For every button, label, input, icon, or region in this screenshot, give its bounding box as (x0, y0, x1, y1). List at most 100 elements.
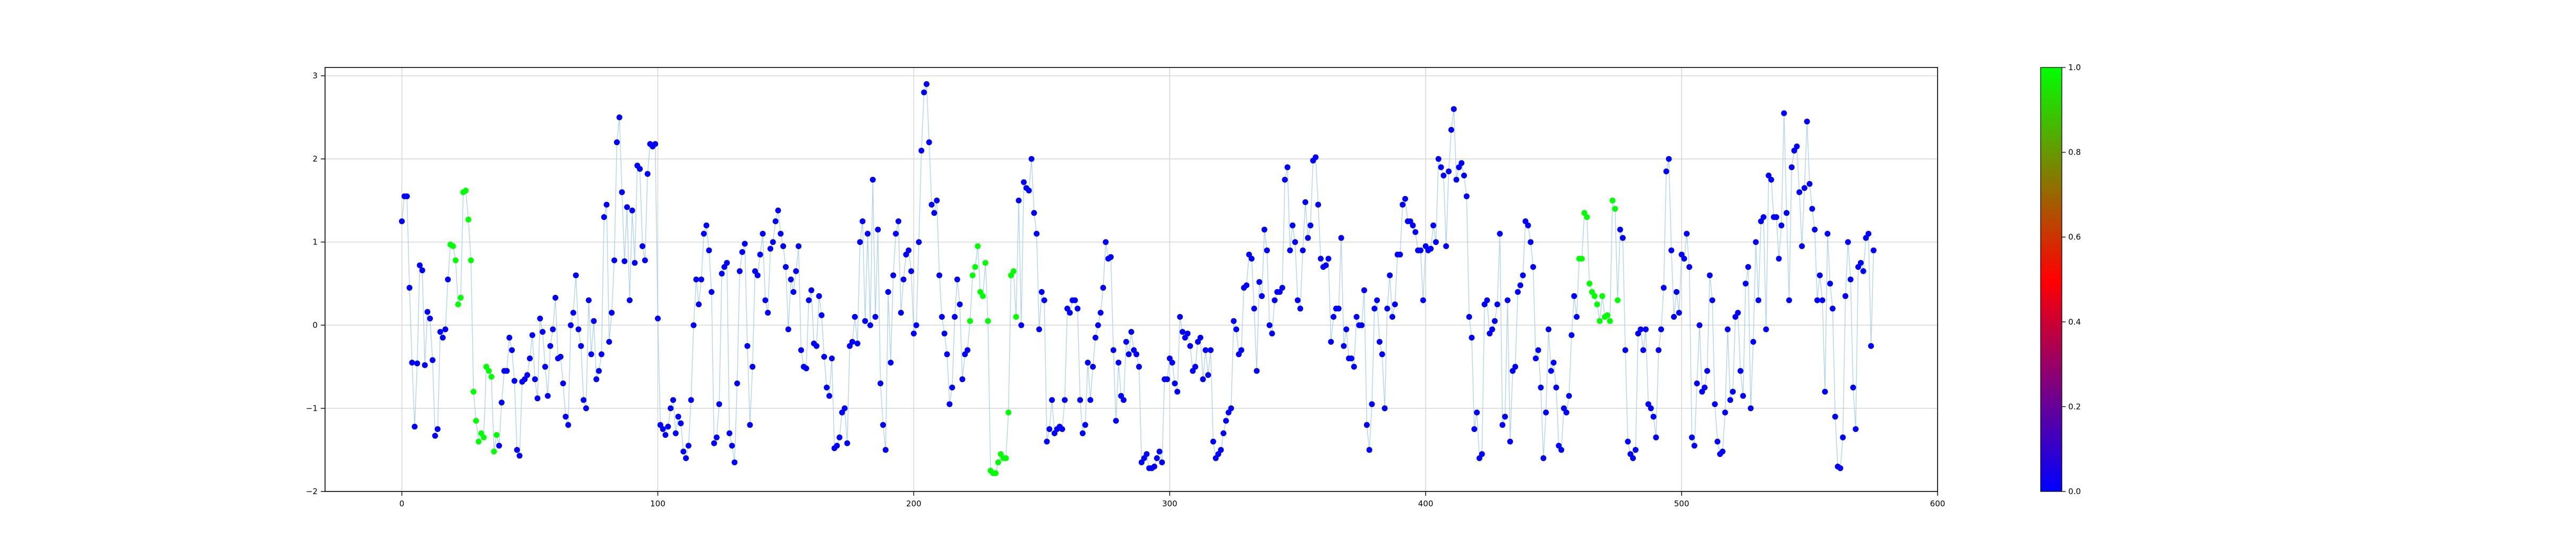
data-point (424, 309, 431, 315)
data-point (857, 239, 863, 245)
data-point (1722, 409, 1728, 415)
data-point (1653, 434, 1659, 440)
data-point (918, 148, 925, 154)
y-tick-label: 2 (312, 154, 318, 164)
data-point (1871, 247, 1876, 253)
data-point (1353, 313, 1360, 320)
data-point (1218, 447, 1224, 453)
data-point (1586, 281, 1593, 287)
data-point (1660, 285, 1667, 291)
data-point (765, 310, 771, 316)
data-point (1640, 347, 1647, 353)
data-point (969, 272, 976, 278)
data-point (713, 434, 720, 440)
data-point (1479, 451, 1485, 457)
data-point (662, 432, 669, 438)
data-point (1556, 443, 1562, 449)
data-point (926, 139, 932, 146)
data-point (434, 426, 441, 432)
data-point (1028, 156, 1035, 162)
data-point (437, 329, 443, 335)
data-point (1694, 380, 1700, 387)
data-point (1850, 384, 1856, 391)
series-points-layer (399, 81, 1876, 477)
data-point (921, 89, 927, 96)
data-point (975, 243, 981, 249)
data-point (404, 193, 410, 199)
data-point (1049, 397, 1055, 403)
data-point (1566, 393, 1572, 399)
data-point (1323, 262, 1329, 268)
data-point (806, 297, 812, 303)
data-point (593, 376, 600, 383)
data-point (488, 374, 494, 380)
colorbar-tick-label: 0.6 (2068, 232, 2081, 242)
data-point (931, 210, 937, 216)
data-point (660, 426, 666, 432)
data-point (839, 409, 845, 415)
data-point (1210, 438, 1216, 445)
data-point (1845, 239, 1851, 245)
data-point (726, 430, 732, 436)
data-point (1085, 360, 1091, 366)
data-point (475, 438, 482, 445)
data-point (1172, 380, 1178, 387)
data-point (906, 247, 912, 253)
data-point (844, 440, 850, 446)
data-point (1688, 434, 1695, 440)
data-point (450, 243, 456, 249)
data-point (1466, 313, 1472, 320)
data-point (1532, 355, 1539, 362)
data-point (1715, 438, 1721, 445)
data-point (1707, 272, 1713, 278)
data-point (685, 443, 692, 449)
data-point (1197, 335, 1204, 341)
data-point (1625, 438, 1631, 445)
data-point (581, 397, 587, 403)
data-point (1338, 235, 1344, 241)
data-point (1300, 247, 1306, 253)
data-point (1312, 154, 1319, 160)
data-point (877, 380, 884, 387)
data-point (1318, 256, 1324, 262)
data-point (928, 201, 935, 208)
data-point (1553, 384, 1559, 391)
data-point (1784, 210, 1790, 216)
data-point (499, 400, 505, 406)
data-point (1087, 397, 1094, 403)
data-point (1763, 326, 1769, 333)
data-point (1034, 231, 1040, 237)
data-point (767, 245, 773, 252)
data-point (1387, 272, 1393, 278)
data-point (862, 318, 868, 324)
data-point (908, 268, 915, 274)
data-point (1778, 222, 1785, 228)
data-point (1113, 418, 1119, 424)
data-point (609, 310, 615, 316)
data-point (1272, 297, 1278, 303)
data-point (1440, 172, 1447, 179)
data-point (1691, 443, 1698, 449)
data-point (1448, 126, 1454, 133)
data-point (672, 430, 679, 436)
data-point (455, 301, 462, 308)
data-point (1428, 245, 1434, 252)
data-point (875, 226, 881, 233)
data-point (1305, 235, 1311, 241)
data-point (1177, 313, 1183, 320)
data-point (957, 301, 963, 308)
data-point (1110, 347, 1116, 353)
data-point (1684, 231, 1690, 237)
data-point (1123, 338, 1129, 345)
data-point (782, 264, 789, 270)
data-point (1351, 363, 1357, 370)
data-point (1546, 326, 1551, 333)
data-point (1750, 338, 1756, 345)
data-point (793, 268, 799, 274)
data-point (1643, 326, 1649, 333)
data-point (1520, 272, 1526, 278)
data-point (1491, 318, 1498, 324)
data-point (1133, 351, 1140, 358)
data-point (1819, 297, 1826, 303)
